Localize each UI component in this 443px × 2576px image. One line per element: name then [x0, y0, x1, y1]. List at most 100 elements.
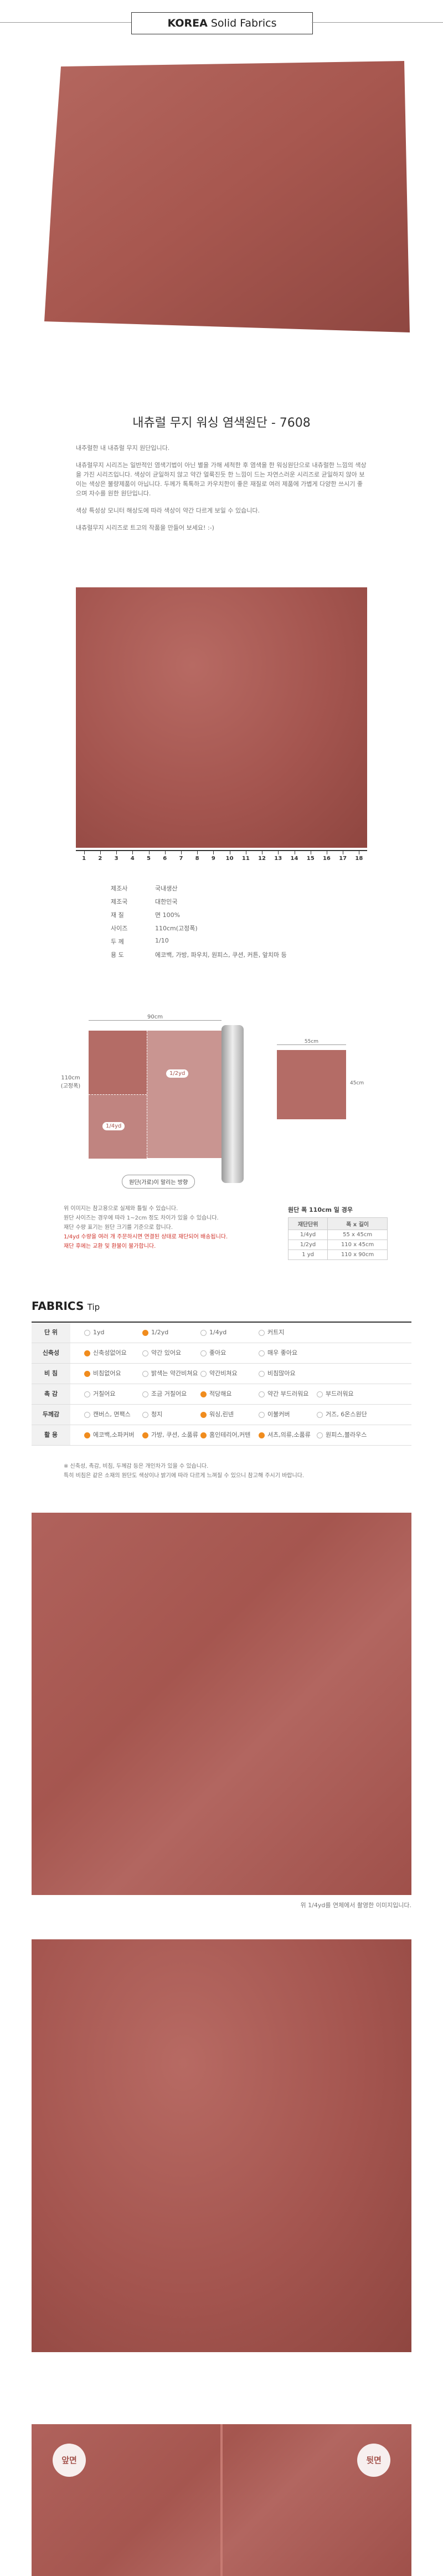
ruler-label: 13 — [274, 856, 282, 862]
notes: 위 이미지는 참고용으로 실제와 틀릴 수 있습니다. 원단 사이즈는 경우에 따… — [64, 1205, 274, 1252]
tip-label: 촉 감 — [32, 1384, 70, 1404]
check-dot — [259, 1370, 265, 1377]
spec-row: 사이즈 110cm(고정폭) — [111, 924, 388, 937]
check-dot — [259, 1350, 265, 1356]
note: 1/4yd 수량을 여러 개 주문하시면 연결된 상태로 재단되어 배송됩니다. — [64, 1234, 228, 1240]
table-cell: 1 yd — [287, 1249, 328, 1260]
photo — [32, 1513, 411, 1895]
ruler-tick — [148, 851, 150, 854]
ruler-tick — [278, 851, 279, 854]
tip-option: 가방, 쿠션, 소품류 — [142, 1425, 198, 1445]
check-dot — [142, 1391, 148, 1397]
half-area — [147, 1031, 222, 1158]
check-dot — [317, 1391, 323, 1397]
option-text: 비침없어요 — [93, 1370, 121, 1377]
ruler-tick — [197, 851, 198, 854]
spec-value: 1/10 — [155, 937, 169, 944]
note: 재단 후에는 교환 및 환불이 불가합니다. — [64, 1243, 156, 1249]
ruler-tick — [181, 851, 182, 854]
table-cell: 1/4yd — [287, 1230, 328, 1240]
swatch-width: 55cm — [277, 1039, 346, 1045]
note: 위 이미지는 참고용으로 실제와 틀릴 수 있습니다. — [64, 1206, 178, 1212]
ruler-label: 7 — [179, 856, 183, 862]
small-swatch — [277, 1050, 346, 1119]
option-text: 거칠어요 — [93, 1390, 116, 1397]
tip-row: 신축성 신축성없어요 약간 있어요 좋아요 매우 좋아요 — [32, 1343, 411, 1364]
check-dot — [317, 1432, 323, 1438]
option-text: 에코백,소파커버 — [93, 1431, 135, 1438]
tip-option: 에코백,소파커버 — [84, 1425, 134, 1445]
check-dot — [84, 1350, 90, 1356]
spec-row: 제조국 대한민국 — [111, 897, 388, 910]
spec-value: 대한민국 — [155, 898, 178, 905]
option-text: 약간 있어요 — [151, 1349, 182, 1356]
tip-option: 워싱,린넨 — [200, 1405, 234, 1425]
diagram: 90cm 110cm (고정폭) 1/2yd 1/4yd 원단(가로)이 말리는 방향 5… — [61, 1014, 371, 1197]
spec-value: 국내생산 — [155, 885, 178, 892]
tip-option: 조금 거칠어요 — [142, 1384, 187, 1404]
check-dot — [317, 1411, 323, 1418]
spec-label: 두 께 — [111, 938, 124, 945]
tip-option: 거칠어요 — [84, 1384, 115, 1404]
quarter-label: 1/4yd — [102, 1122, 125, 1130]
ruler-tick — [213, 851, 214, 854]
paragraph: 색상 특성상 모니터 해상도에 따라 색상이 약간 다르게 보일 수 있습니다. — [76, 507, 260, 514]
check-dot — [200, 1432, 207, 1438]
tip-option: 좋아요 — [200, 1343, 226, 1363]
table-cell: 1/2yd — [287, 1240, 328, 1250]
tip-row: 비 침 비침없어요 밝색는 약간비쳐요 약간비쳐요 비침많아요 — [32, 1364, 411, 1384]
table: 재단단위 폭 x 길이 1/4yd 55 x 45cm 1/2yd 110 x 45cm 1… — [287, 1217, 388, 1260]
ruler-label: 10 — [225, 856, 234, 862]
header-title: Solid Fabrics — [210, 17, 277, 29]
table-cell: 110 x 45cm — [327, 1240, 388, 1250]
table-cell: 55 x 45cm — [327, 1230, 388, 1240]
check-dot — [142, 1432, 148, 1438]
tip-option: 셔츠,의류,소품류 — [259, 1425, 311, 1445]
photo — [32, 1939, 411, 2352]
rule — [32, 1322, 411, 1323]
side-label: 뒷면 — [357, 2444, 390, 2477]
spec-value: 면 100% — [155, 911, 181, 919]
option-text: 이불커버 — [267, 1411, 290, 1418]
product-title: 내츄럴 무지 워싱 염색원단 - 7608 — [132, 416, 311, 430]
tip-label: 비 침 — [32, 1364, 70, 1384]
tips-table: 단 위 1yd 1/2yd 1/4yd 커트지 신축성 신축성없어요 약간 있어요 좋아요 매우 … — [0, 1323, 443, 1450]
check-dot — [259, 1329, 265, 1336]
ruler-label: 9 — [211, 856, 215, 862]
tip-option: 1/4yd — [200, 1323, 226, 1343]
check-dot — [200, 1329, 207, 1336]
table-caption: 원단 폭 110cm 일 경우 — [288, 1206, 353, 1213]
tip-label: 신축성 — [32, 1343, 70, 1363]
option-text: 매우 좋아요 — [267, 1349, 298, 1356]
option-text: 가방, 쿠션, 소품류 — [151, 1431, 198, 1438]
ruler-label: 2 — [98, 856, 102, 862]
spec-label: 사이즈 — [111, 925, 128, 932]
direction-label: 원단(가로)이 말리는 방향 — [122, 1175, 195, 1189]
table-header: 재단단위 폭 x 길이 — [287, 1217, 388, 1230]
option-text: 원피스,블라우스 — [326, 1431, 367, 1438]
option-text: 좋아요 — [209, 1349, 226, 1356]
tip-option: 원피스,블라우스 — [317, 1425, 367, 1445]
tip-row: 단 위 1yd 1/2yd 1/4yd 커트지 — [32, 1323, 411, 1343]
table-header-cell: 재단단위 — [287, 1217, 328, 1230]
tip-option: 신축성없어요 — [84, 1343, 127, 1363]
option-text: 거즈, 6온스원단 — [326, 1411, 367, 1418]
option-text: 신축성없어요 — [93, 1349, 127, 1356]
swatch-height: 45cm — [350, 1080, 364, 1086]
ruler-label: 4 — [130, 856, 135, 862]
table-row: 1/4yd 55 x 45cm — [287, 1230, 388, 1240]
tip-option: 부드러워요 — [317, 1384, 354, 1404]
tip-label: 단 위 — [32, 1323, 70, 1343]
ruler-label: 17 — [339, 856, 347, 862]
tip-option: 약간 부드러워요 — [259, 1384, 308, 1404]
header-box: KOREA Solid Fabrics — [131, 12, 313, 34]
option-text: 청지 — [151, 1411, 163, 1418]
tip-option: 1/2yd — [142, 1323, 168, 1343]
roll — [222, 1025, 244, 1183]
check-dot — [142, 1329, 148, 1336]
check-dot — [84, 1370, 90, 1377]
option-text: 1/4yd — [209, 1329, 227, 1336]
ruler-tick — [84, 851, 85, 854]
spec-label: 제조국 — [111, 898, 128, 905]
